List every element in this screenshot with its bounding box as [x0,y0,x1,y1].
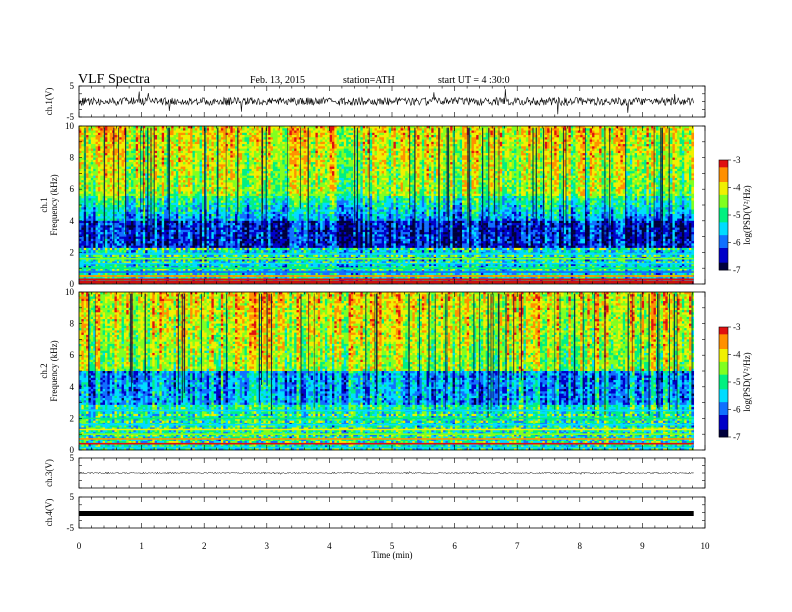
ch2-spectrogram-image [79,292,695,451]
ch4-waveform-trace [79,511,694,516]
ch1-waveform-ylabel: ch.1(V) [44,88,54,116]
ch2-spectrogram-ytick-label: 10 [65,287,75,297]
ch1-spectrogram-ytick-label: 0 [70,279,75,289]
date-label: Feb. 13, 2015 [250,75,305,86]
ch1-spectrogram-ytick-label: 10 [65,121,75,131]
xtick-label: 5 [390,541,395,551]
ch1-waveform-ytick-label: -5 [67,112,75,122]
ch1-waveform-trace [78,89,694,115]
ch1-spectrogram-colorbar-label: log(PSD(V²/Hz) [742,185,752,244]
ch2-spectrogram-ytick-label: 4 [70,382,75,392]
ch1-spectrogram-ylabel: ch.1 [39,197,49,212]
ch2-spectrogram-colorbar-tick: -7 [733,432,741,442]
ch2-spectrogram-colorbar-tick: -6 [733,405,741,415]
xtick-label: 6 [452,541,457,551]
ch4-waveform-ytick-label: -5 [67,523,75,533]
ch2-spectrogram-colorbar-tick: -5 [733,377,741,387]
ch3-waveform-trace [78,471,694,476]
ch4-waveform-ytick-label: 5 [70,492,75,502]
spectrogram-images [79,126,695,451]
ch1-spectral-lines [79,253,694,284]
ch2-spectrogram-colorbar-tick: -4 [733,350,741,360]
ch1-spectrogram-colorbar-tick: -7 [733,265,741,275]
ch1-spectrogram-colorbar-tick: -4 [733,183,741,193]
ch2-spectrogram-ylabel: Frequency (kHz) [49,340,59,401]
ch2-spectrogram-ylabel: ch.2 [39,363,49,378]
xtick-label: 0 [77,541,82,551]
ch2-spectrogram-ytick-label: 6 [70,350,75,360]
station-label: station=ATH [343,75,395,86]
ch1-spectrogram-colorbar: -3 -4 -5 -6 -7 log(PSD(V²/Hz) [718,155,752,275]
ch1-spectrogram-image [79,126,695,285]
ch2-spectrogram-ytick-label: 8 [70,319,75,329]
ch1-sferic-streaks [84,127,670,249]
ch2-spectral-lines [79,409,694,449]
xtick-label: 10 [701,541,711,551]
ch1-spectrogram-colorbar-tick: -5 [733,210,741,220]
xtick-label: 8 [578,541,583,551]
ch1-spectrogram-ytick-label: 8 [70,153,75,163]
ch2-sferic-streaks [88,293,693,418]
ch2-spectrogram-colorbar-label: log(PSD(V²/Hz) [742,352,752,411]
ch1-spectrogram-ylabel: Frequency (kHz) [49,174,59,235]
xtick-label: 3 [265,541,270,551]
ch4-waveform-ylabel: ch.4(V) [44,499,54,527]
ch3-waveform-ylabel: ch.3(V) [44,459,54,487]
ch1-spectrogram-ytick-label: 6 [70,184,75,194]
xtick-label: 1 [139,541,144,551]
colorbars: -3 -4 -5 -6 -7 log(PSD(V²/Hz) -3 -4 -5 -6 -7 log(PS… [718,155,752,442]
figure-title: VLF Spectra [78,72,150,88]
xtick-label: 4 [327,541,332,551]
ch1-spectrogram-colorbar-tick: -3 [733,155,741,165]
ch1-spectrogram-ytick-label: 4 [70,216,75,226]
xtick-label: 2 [202,541,207,551]
waveform-traces [78,89,694,516]
ch2-spectrogram-ytick-label: 0 [70,445,75,455]
ch2-spectrogram-ytick-label: 2 [70,413,75,423]
ch2-spectrogram-colorbar: -3 -4 -5 -6 -7 log(PSD(V²/Hz) [718,322,752,442]
panel-frames [78,85,706,529]
ch1-spectrogram-ytick-label: 2 [70,247,75,257]
x-axis-label: Time (min) [372,550,413,560]
ch2-spectrogram-colorbar-tick: -3 [733,322,741,332]
ch1-spectrogram-colorbar-tick: -6 [733,238,741,248]
ch3-waveform-ytick-label: 5 [70,453,75,463]
xtick-label: 7 [515,541,520,551]
xtick-label: 9 [640,541,645,551]
ch1-waveform-ytick-label: 5 [70,81,75,91]
start-time-label: start UT = 4 :30:0 [438,75,510,86]
